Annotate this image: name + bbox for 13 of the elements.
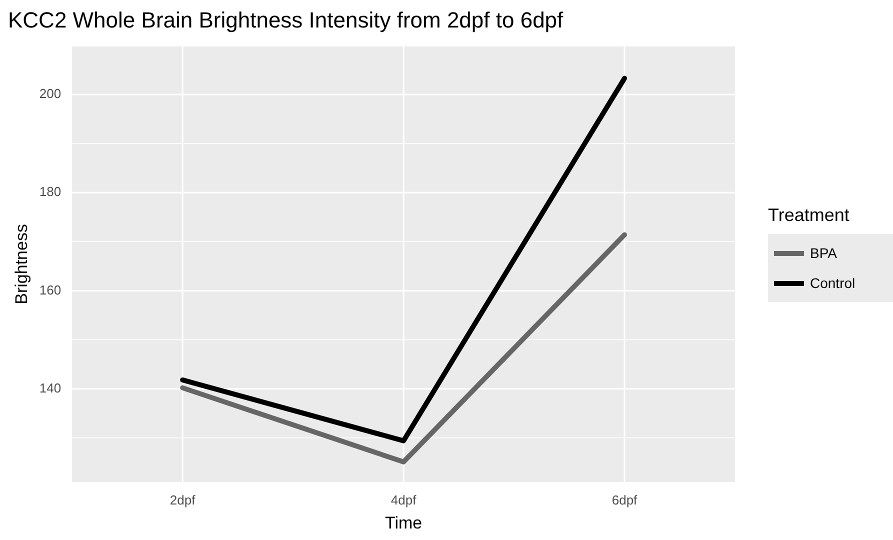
y-tick-label: 160 [39, 282, 62, 298]
legend-title: Treatment [768, 205, 850, 226]
legend-label: Control [810, 275, 856, 291]
y-tick-label: 180 [39, 184, 62, 200]
x-tick-label: 4dpf [390, 492, 417, 508]
y-tick-label: 140 [39, 380, 62, 396]
legend-label: BPA [810, 245, 837, 261]
chart-title: KCC2 Whole Brain Brightness Intensity from 2dpf to 6dpf [8, 7, 564, 32]
y-tick-label: 200 [39, 86, 62, 102]
x-axis-title: Time [384, 513, 422, 532]
x-tick-label: 2dpf [170, 492, 196, 508]
y-axis-title: Brightness [12, 224, 31, 304]
x-tick-label: 6dpf [612, 492, 638, 508]
